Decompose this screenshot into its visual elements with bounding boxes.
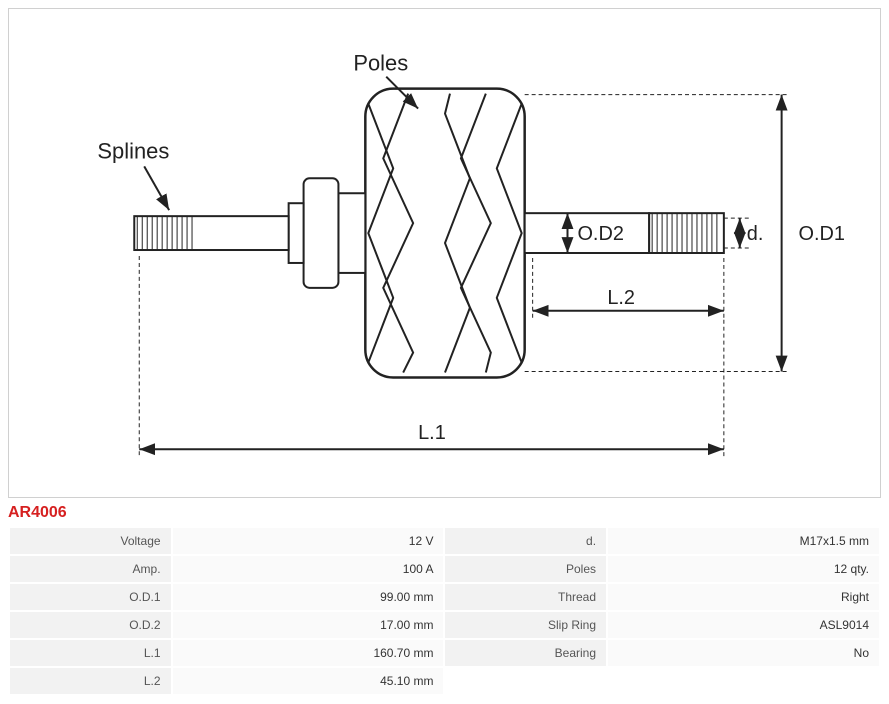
spec-value: 17.00 mm	[173, 612, 444, 638]
product-code: AR4006	[8, 504, 881, 522]
diagram-container: Poles Splines O.D1 O.D2 d.	[8, 8, 881, 498]
label-poles: Poles	[353, 51, 408, 76]
label-l1: L.1	[418, 422, 446, 444]
spec-value	[608, 668, 879, 694]
spec-key: Thread	[445, 584, 606, 610]
spec-value: Right	[608, 584, 879, 610]
spec-value: M17x1.5 mm	[608, 528, 879, 554]
dim-l2: L.2	[533, 258, 724, 318]
spec-value: 100 A	[173, 556, 444, 582]
right-shaft	[525, 213, 724, 253]
spec-key: L.1	[10, 640, 171, 666]
left-shaft	[134, 216, 288, 250]
table-row: Amp.100 APoles12 qty.	[10, 556, 879, 582]
table-row: O.D.199.00 mmThreadRight	[10, 584, 879, 610]
spec-key: Voltage	[10, 528, 171, 554]
spec-value: 160.70 mm	[173, 640, 444, 666]
spec-key: d.	[445, 528, 606, 554]
left-collar	[289, 178, 366, 288]
label-od1: O.D1	[799, 223, 845, 245]
table-row: L.1160.70 mmBearingNo	[10, 640, 879, 666]
label-od2: O.D2	[577, 223, 623, 245]
spec-value: 99.00 mm	[173, 584, 444, 610]
label-d: d.	[747, 223, 764, 245]
spec-key: O.D.1	[10, 584, 171, 610]
spec-key: Bearing	[445, 640, 606, 666]
rotor-body	[365, 89, 524, 378]
spec-key: L.2	[10, 668, 171, 694]
label-l2: L.2	[607, 287, 635, 309]
table-row: Voltage12 Vd.M17x1.5 mm	[10, 528, 879, 554]
spec-key: Slip Ring	[445, 612, 606, 638]
spec-value: 45.10 mm	[173, 668, 444, 694]
table-row: O.D.217.00 mmSlip RingASL9014	[10, 612, 879, 638]
dim-d: d.	[724, 218, 764, 248]
spec-value: ASL9014	[608, 612, 879, 638]
spec-table: Voltage12 Vd.M17x1.5 mmAmp.100 APoles12 …	[8, 526, 881, 696]
spec-value: No	[608, 640, 879, 666]
label-splines: Splines	[97, 138, 169, 163]
rotor-diagram: Poles Splines O.D1 O.D2 d.	[9, 9, 880, 497]
spec-key: Poles	[445, 556, 606, 582]
spec-value: 12 V	[173, 528, 444, 554]
spec-value: 12 qty.	[608, 556, 879, 582]
spec-key: Amp.	[10, 556, 171, 582]
spec-key: O.D.2	[10, 612, 171, 638]
spec-key	[445, 668, 606, 694]
table-row: L.245.10 mm	[10, 668, 879, 694]
